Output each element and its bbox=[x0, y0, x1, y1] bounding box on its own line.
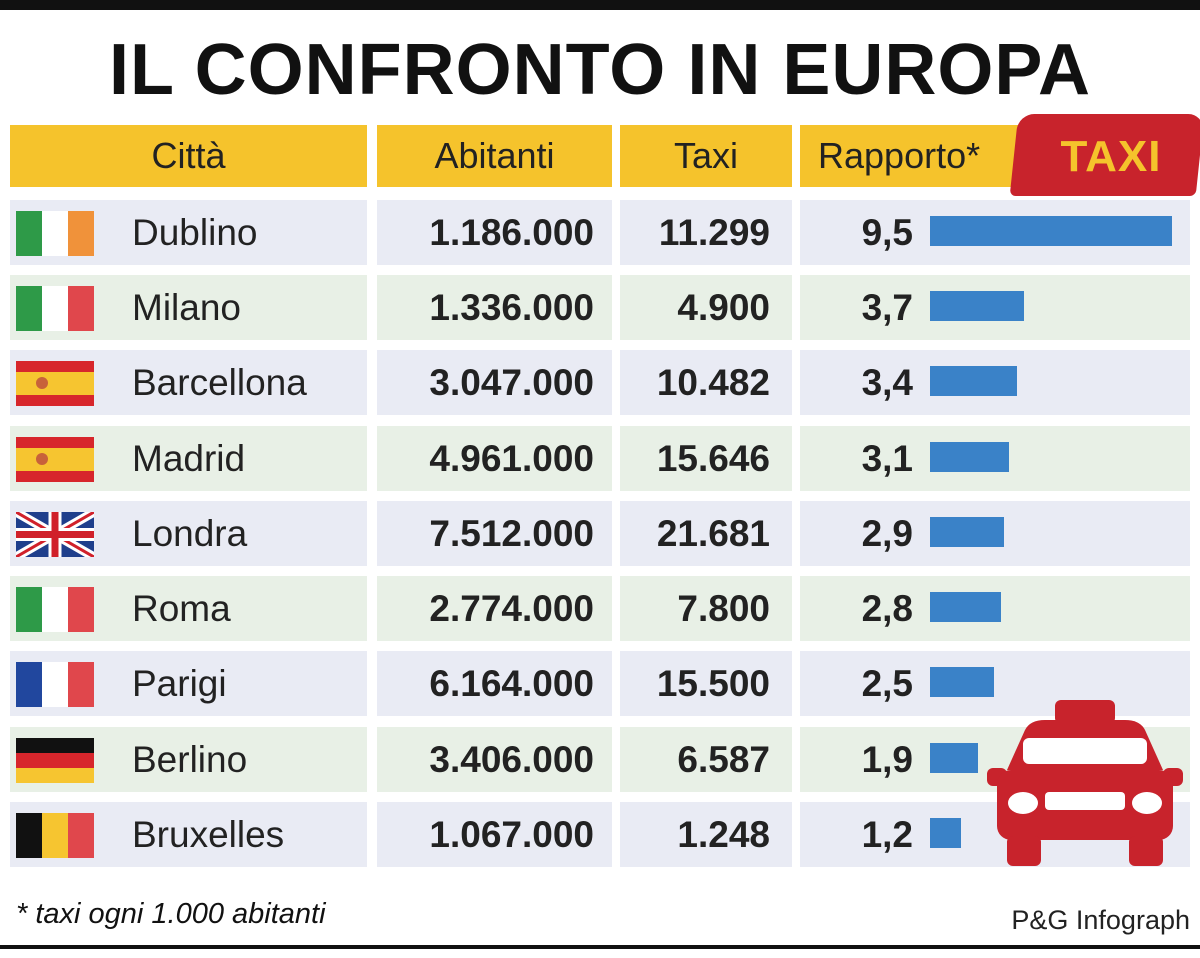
row-background bbox=[377, 651, 612, 716]
taxi-badge-label: TAXI bbox=[1060, 132, 1162, 181]
city-name: Londra bbox=[132, 513, 248, 554]
ireland-flag bbox=[16, 211, 94, 256]
taxi-value: 6.587 bbox=[677, 739, 770, 780]
taxi-value: 10.482 bbox=[656, 362, 770, 403]
row-background bbox=[377, 426, 612, 491]
row-background bbox=[620, 651, 792, 716]
germany-flag bbox=[16, 738, 94, 783]
city-name: Parigi bbox=[132, 663, 227, 704]
inhabitants-value: 6.164.000 bbox=[429, 663, 594, 704]
taxi-value: 11.299 bbox=[658, 212, 770, 253]
inhabitants-value: 7.512.000 bbox=[429, 513, 594, 554]
ratio-value: 2,9 bbox=[861, 513, 913, 554]
inhabitants-value: 4.961.000 bbox=[429, 438, 594, 479]
ratio-bar bbox=[930, 216, 1172, 246]
row-background bbox=[377, 350, 612, 415]
ratio-value: 2,5 bbox=[861, 663, 913, 704]
city-name: Berlino bbox=[132, 739, 248, 780]
inhabitants-value: 3.406.000 bbox=[429, 739, 594, 780]
row-background bbox=[377, 275, 612, 340]
inhabitants-value: 1.067.000 bbox=[429, 814, 594, 855]
ratio-value: 9,5 bbox=[861, 212, 913, 253]
city-name: Roma bbox=[132, 588, 231, 629]
footnote: * taxi ogni 1.000 abitanti bbox=[16, 898, 326, 930]
uk-flag bbox=[16, 512, 94, 557]
ratio-value: 3,7 bbox=[861, 287, 913, 328]
row-background bbox=[620, 200, 792, 265]
credit: P&G Infograph bbox=[1011, 905, 1190, 935]
taxi-value: 4.900 bbox=[677, 287, 770, 328]
ratio-bar bbox=[930, 366, 1017, 396]
table-row: Roma 2.774.000 7.800 2,8 bbox=[0, 576, 1200, 641]
ratio-value: 3,4 bbox=[861, 362, 913, 403]
inhabitants-value: 3.047.000 bbox=[429, 362, 594, 403]
row-background bbox=[800, 651, 1190, 716]
city-name: Milano bbox=[132, 287, 241, 328]
table-row: Barcellona 3.047.000 10.482 3,4 bbox=[0, 350, 1200, 415]
row-background bbox=[377, 200, 612, 265]
row-background bbox=[620, 727, 792, 792]
table-row: Madrid 4.961.000 15.646 3,1 bbox=[0, 426, 1200, 491]
ratio-value: 2,8 bbox=[861, 588, 913, 629]
row-background bbox=[620, 802, 792, 867]
ratio-bar bbox=[930, 442, 1009, 472]
table-row: Parigi 6.164.000 15.500 2,5 bbox=[0, 651, 1200, 716]
table-row: Londra 7.512.000 21.681 2,9 bbox=[0, 501, 1200, 566]
row-background bbox=[377, 501, 612, 566]
ratio-value: 3,1 bbox=[861, 438, 913, 479]
chart-title: IL CONFRONTO IN EUROPA bbox=[108, 30, 1092, 110]
ratio-bar bbox=[930, 592, 1001, 622]
row-background bbox=[620, 501, 792, 566]
ratio-bar bbox=[930, 667, 994, 697]
row-background bbox=[377, 727, 612, 792]
row-background bbox=[377, 802, 612, 867]
ratio-value: 1,2 bbox=[861, 814, 913, 855]
row-background bbox=[620, 350, 792, 415]
taxi-value: 21.681 bbox=[656, 513, 770, 554]
ratio-bar bbox=[930, 818, 961, 848]
table-row: Dublino 1.186.000 11.299 9,5 bbox=[0, 200, 1200, 265]
row-background bbox=[620, 576, 792, 641]
france-flag bbox=[16, 662, 94, 707]
inhabitants-value: 2.774.000 bbox=[429, 588, 594, 629]
taxi-value: 15.646 bbox=[656, 438, 770, 479]
city-name: Barcellona bbox=[132, 362, 307, 403]
inhabitants-value: 1.186.000 bbox=[429, 212, 594, 253]
belgium-flag bbox=[16, 813, 94, 858]
ratio-value: 1,9 bbox=[861, 739, 913, 780]
inhabitants-value: 1.336.000 bbox=[429, 287, 594, 328]
row-background bbox=[620, 426, 792, 491]
table-row: Milano 1.336.000 4.900 3,7 bbox=[0, 275, 1200, 340]
taxi-value: 15.500 bbox=[656, 663, 770, 704]
city-name: Dublino bbox=[132, 212, 258, 253]
spain-flag bbox=[16, 437, 94, 482]
ratio-bar bbox=[930, 517, 1004, 547]
city-name: Bruxelles bbox=[132, 814, 285, 855]
row-background bbox=[377, 576, 612, 641]
bottom-rule bbox=[0, 945, 1200, 949]
italy-flag bbox=[16, 587, 94, 632]
ratio-bar bbox=[930, 291, 1024, 321]
taxi-value: 7.800 bbox=[677, 588, 770, 629]
italy-flag bbox=[16, 286, 94, 331]
header-inhabitants: Abitanti bbox=[377, 125, 612, 187]
ratio-bar bbox=[930, 743, 978, 773]
header-city: Città bbox=[10, 125, 367, 187]
header-taxi: Taxi bbox=[620, 125, 792, 187]
row-background bbox=[620, 275, 792, 340]
spain-flag bbox=[16, 361, 94, 406]
taxi-car-icon bbox=[987, 700, 1183, 866]
taxi-value: 1.248 bbox=[677, 814, 770, 855]
city-name: Madrid bbox=[132, 438, 246, 479]
top-rule bbox=[0, 0, 1200, 10]
